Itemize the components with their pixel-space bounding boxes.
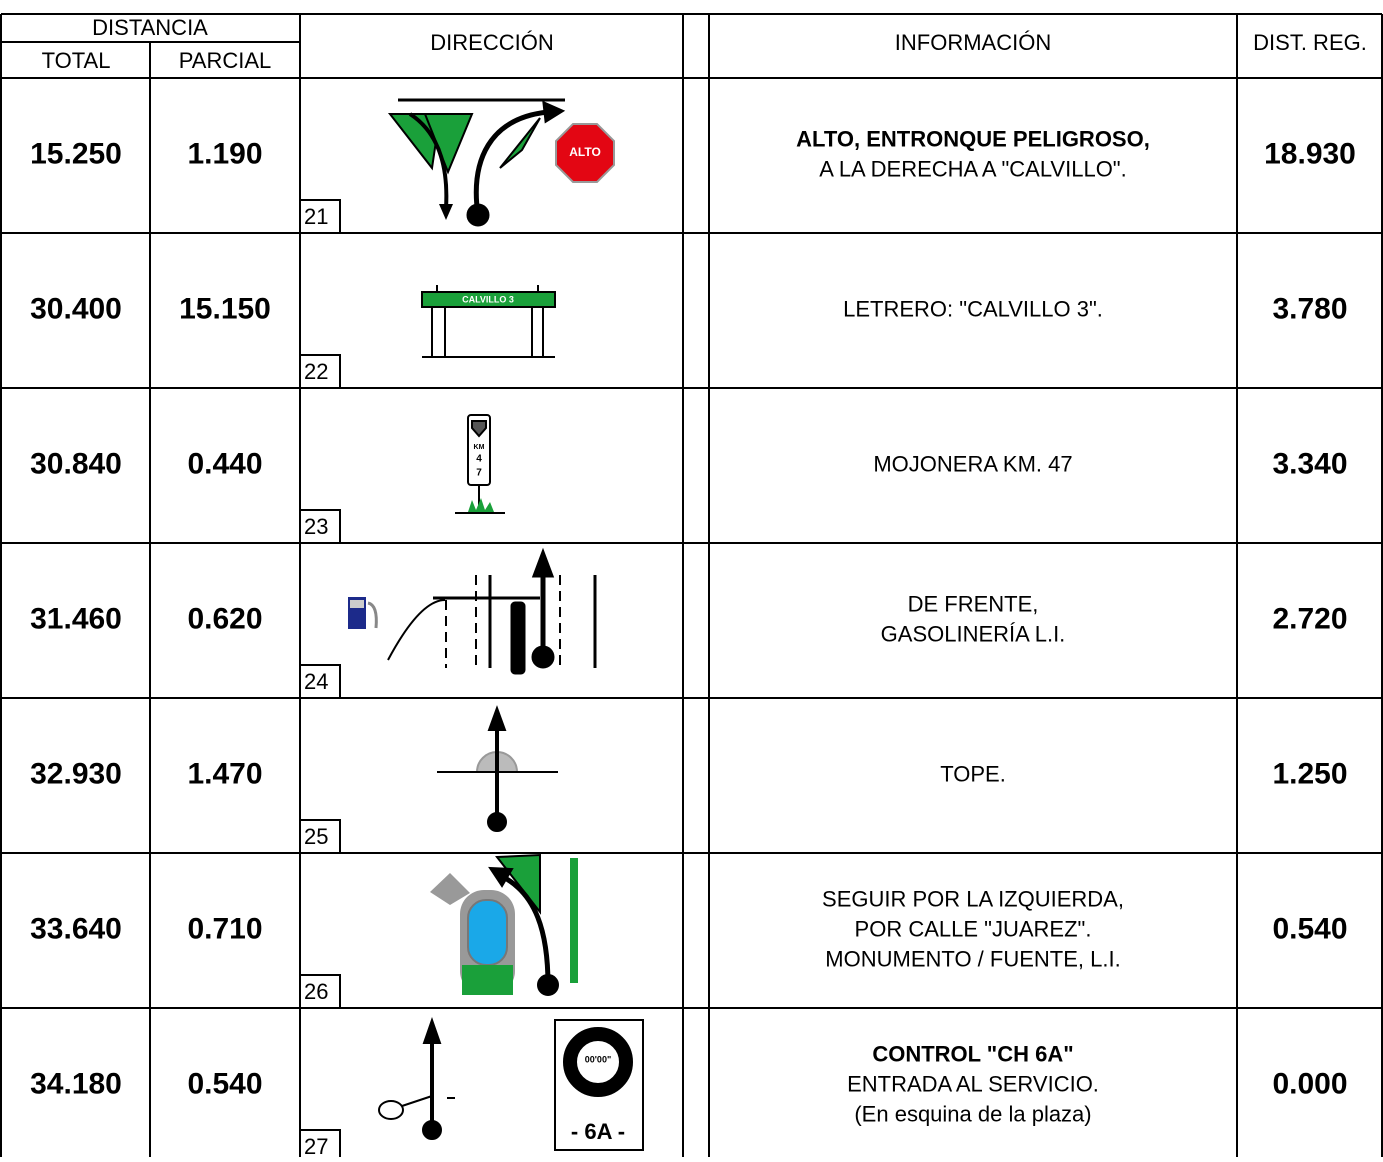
- header-information: INFORMACIÓN: [895, 30, 1051, 55]
- total: 34.180: [30, 1067, 122, 1100]
- header-partial: PARCIAL: [179, 48, 272, 73]
- partial: 15.150: [179, 292, 271, 325]
- total: 33.640: [30, 912, 122, 945]
- grid: [0, 13, 1383, 1157]
- sign-text: ALTO: [569, 145, 601, 159]
- row-number: 26: [304, 979, 328, 1004]
- total: 15.250: [30, 137, 122, 170]
- partial: 0.710: [187, 912, 262, 945]
- info-line: LETRERO: "CALVILLO 3".: [843, 296, 1103, 321]
- header-total: TOTAL: [42, 48, 111, 73]
- partial: 1.190: [187, 137, 262, 170]
- info-line: GASOLINERÍA L.I.: [881, 621, 1066, 646]
- dist-reg: 3.340: [1272, 447, 1347, 480]
- info-line: TOPE.: [940, 761, 1006, 786]
- info-line: CONTROL "CH 6A": [872, 1041, 1073, 1066]
- total: 30.400: [30, 292, 122, 325]
- info-line: POR CALLE "JUAREZ".: [855, 916, 1092, 941]
- icon-km-post: [455, 414, 505, 514]
- total: 31.460: [30, 602, 122, 635]
- icon-straight-gas: [348, 547, 597, 675]
- number-box: [299, 1129, 341, 1162]
- header-dist-reg: DIST. REG.: [1253, 30, 1367, 55]
- sign-text: KM: [474, 444, 485, 451]
- info-line: ENTRADA AL SERVICIO.: [847, 1071, 1099, 1096]
- info-line: MONUMENTO / FUENTE, L.I.: [825, 946, 1120, 971]
- row-number: 27: [304, 1134, 328, 1157]
- row-number: 21: [304, 204, 328, 229]
- icon-junction: [387, 98, 615, 227]
- info-line: DE FRENTE,: [908, 591, 1039, 616]
- row-number: 23: [304, 514, 328, 539]
- header-distance: DISTANCIA: [92, 15, 208, 40]
- info-line: MOJONERA KM. 47: [873, 451, 1072, 476]
- row-number: 22: [304, 359, 328, 384]
- row-number: 24: [304, 669, 328, 694]
- row-number: 25: [304, 824, 328, 849]
- dist-reg: 0.540: [1272, 912, 1347, 945]
- info-line: (En esquina de la plaza): [854, 1101, 1091, 1126]
- info-line: ALTO, ENTRONQUE PELIGROSO,: [796, 126, 1150, 151]
- info-line: A LA DERECHA A "CALVILLO".: [819, 156, 1126, 181]
- dist-reg: 1.250: [1272, 757, 1347, 790]
- sign-text: 7: [476, 468, 482, 479]
- partial: 1.470: [187, 757, 262, 790]
- dist-reg: 2.720: [1272, 602, 1347, 635]
- partial: 0.620: [187, 602, 262, 635]
- sign-text: 4: [476, 454, 482, 465]
- sign-text: - 6A -: [571, 1119, 625, 1144]
- total: 30.840: [30, 447, 122, 480]
- icon-bump: [437, 705, 558, 832]
- sign-text: 00'00": [585, 1054, 611, 1064]
- dist-reg: 3.780: [1272, 292, 1347, 325]
- partial: 0.540: [187, 1067, 262, 1100]
- sign-text: CALVILLO 3: [462, 294, 514, 304]
- icon-sign: [421, 285, 556, 358]
- header-direction: DIRECCIÓN: [430, 30, 553, 55]
- dist-reg: 0.000: [1272, 1067, 1347, 1100]
- info-line: SEGUIR POR LA IZQUIERDA,: [822, 886, 1124, 911]
- total: 32.930: [30, 757, 122, 790]
- dist-reg: 18.930: [1264, 137, 1356, 170]
- icon-control: [378, 1016, 644, 1151]
- partial: 0.440: [187, 447, 262, 480]
- icon-fountain: [430, 853, 578, 996]
